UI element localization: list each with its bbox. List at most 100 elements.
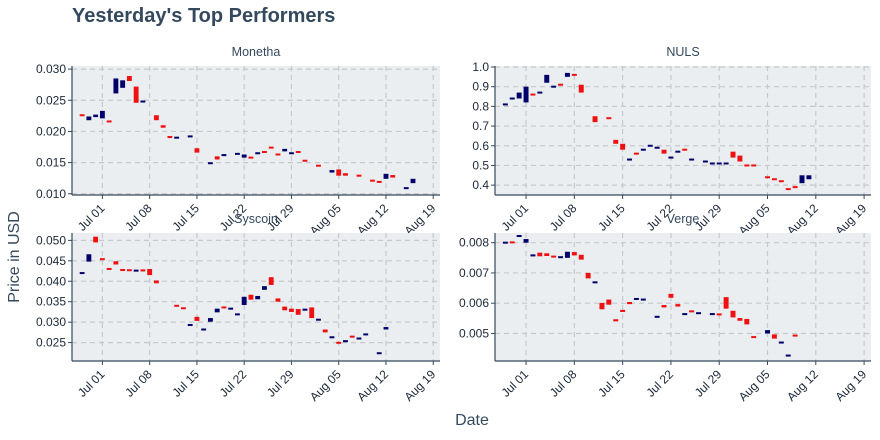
candle-down	[349, 335, 355, 338]
candle-down	[792, 186, 798, 189]
y-tick-label: 0.007	[459, 266, 489, 280]
x-tick-label: Aug 12	[784, 367, 821, 404]
candle-down	[248, 156, 254, 159]
candle-down	[765, 176, 770, 179]
candle-down	[126, 75, 132, 81]
candle-down	[620, 143, 626, 150]
candle-down	[376, 180, 382, 183]
candle-down	[613, 139, 619, 144]
candle-down	[194, 148, 200, 153]
candle-down	[530, 93, 536, 96]
candle-up	[509, 97, 515, 100]
candle-up	[592, 281, 598, 284]
candle-down	[606, 299, 612, 305]
candle-up	[689, 158, 695, 161]
candle-down	[113, 261, 119, 265]
candle-down	[509, 241, 515, 244]
y-tick-label: 0.005	[459, 326, 489, 340]
candle-up	[654, 146, 660, 149]
candle-down	[689, 310, 695, 313]
candle-down	[343, 173, 348, 176]
candle-down	[295, 309, 301, 315]
candle-up	[523, 86, 529, 103]
y-tick-label: 0.025	[36, 93, 66, 107]
candle-down	[737, 155, 743, 162]
candle-down	[661, 305, 667, 308]
y-tick-label: 0.035	[36, 295, 66, 309]
candle-up	[255, 295, 261, 300]
candle-down	[93, 236, 99, 243]
candle-down	[682, 148, 688, 151]
y-tick-label: 0.040	[36, 274, 66, 288]
candle-up	[682, 313, 688, 316]
candle-down	[771, 178, 777, 181]
candle-up	[654, 315, 660, 318]
candle-up	[806, 175, 812, 180]
candle-up	[376, 352, 382, 355]
candle-down	[390, 175, 396, 178]
candle-up	[696, 312, 702, 315]
candle-down	[295, 151, 301, 153]
candle-up	[241, 154, 247, 158]
candle-down	[668, 293, 674, 298]
candle-up	[551, 85, 557, 88]
candle-down	[730, 310, 736, 318]
candle-up	[133, 269, 139, 272]
candle-down	[370, 179, 375, 182]
plot-background	[495, 66, 871, 195]
panel-title: Verge	[667, 212, 700, 226]
candle-up	[502, 241, 508, 244]
candle-up	[716, 162, 722, 165]
candle-up	[675, 150, 681, 153]
candle-up	[99, 110, 105, 119]
candle-up	[207, 162, 213, 165]
candle-up	[140, 100, 146, 103]
x-tick-label: Jul 01	[499, 367, 532, 400]
candle-down	[744, 164, 750, 167]
candle-up	[86, 254, 92, 262]
candle-down	[221, 306, 227, 309]
candle-up	[86, 116, 92, 121]
candle-down	[268, 277, 274, 285]
candle-up	[201, 328, 207, 331]
candle-down	[160, 125, 166, 128]
candle-down	[544, 253, 550, 256]
y-tick-label: 0.015	[36, 156, 66, 170]
candle-up	[255, 152, 261, 155]
candle-down	[275, 153, 281, 156]
candle-down	[153, 115, 159, 121]
candle-up	[799, 175, 805, 184]
candle-up	[302, 308, 308, 311]
candle-up	[383, 173, 389, 179]
candle-up	[241, 296, 247, 305]
candle-up	[207, 318, 213, 322]
candle-down	[633, 152, 639, 155]
candle-up	[627, 158, 633, 161]
candle-down	[356, 174, 362, 177]
candle-down	[268, 146, 274, 149]
candle-up	[530, 254, 536, 257]
candle-up	[329, 170, 335, 173]
candle-down	[578, 254, 584, 260]
candle-up	[79, 272, 85, 275]
candle-down	[730, 151, 736, 158]
candle-up	[709, 162, 715, 165]
candle-down	[147, 268, 153, 276]
candle-up	[640, 298, 646, 301]
candle-down	[289, 308, 294, 312]
candle-down	[785, 188, 791, 191]
candle-up	[558, 256, 564, 259]
candle-up	[235, 152, 240, 155]
candle-up	[544, 74, 550, 83]
candle-up	[316, 318, 321, 321]
candle-down	[248, 294, 254, 300]
candle-down	[737, 318, 743, 321]
y-tick-label: 0.050	[36, 233, 66, 247]
x-axis-label: Date	[455, 412, 489, 429]
candle-up	[640, 148, 646, 151]
candle-up	[383, 327, 389, 330]
candle-up	[647, 144, 653, 147]
